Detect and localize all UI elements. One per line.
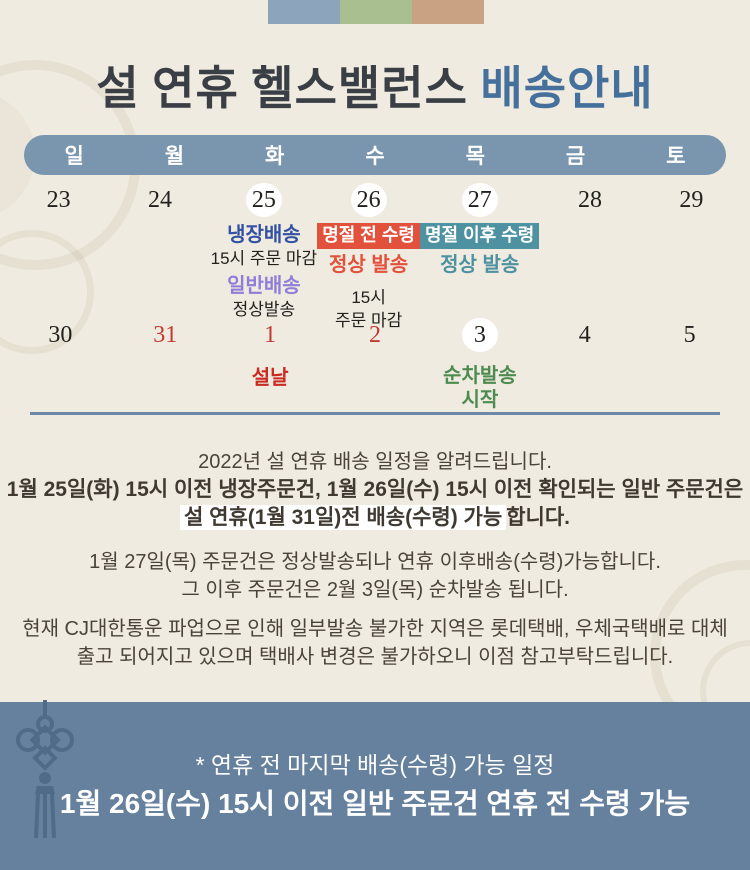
page-title: 설 연휴 헬스밸런스 배송안내	[0, 52, 750, 118]
calendar-day-26: 26 명절 전 수령 정상 발송 15시 주문 마감	[317, 183, 420, 332]
calendar-week1: 23 24 25 냉장배송 15시 주문 마감 일반배송 정상발송 26 명절 …	[8, 183, 742, 332]
info-paragraph-courier: 현재 CJ대한통운 파업으로 인해 일부발송 불가한 지역은 롯데택배, 우체국…	[0, 615, 750, 671]
info-line: 출고 되어지고 있으며 택배사 변경은 불가하오니 이점 참고부탁드립니다.	[76, 646, 674, 668]
footer-headline: 1월 26일(수) 15시 이전 일반 주문건 연휴 전 수령 가능	[59, 788, 691, 819]
weekday-mon: 월	[164, 145, 185, 168]
note-sequential-ship: 순차발송	[443, 365, 517, 387]
calendar-day-30: 30	[48, 322, 73, 348]
day-25-notes: 냉장배송 15시 주문 마감 일반배송 정상발송	[211, 223, 318, 321]
note-normal-ship: 정상 발송	[440, 254, 520, 276]
section-divider	[30, 412, 720, 415]
day-27-notes: 명절 이후 수령 정상 발송	[420, 223, 540, 278]
info-paragraph-after: 1월 27일(목) 주문건은 정상발송되나 연휴 이후배송(수령)가능합니다. …	[0, 548, 750, 604]
note-cold-delivery: 냉장배송	[227, 224, 301, 246]
calendar-day-23: 23	[46, 187, 71, 213]
calendar-day-3: 3 순차발송 시작	[427, 318, 532, 412]
info-line: 설 연휴(1월 31일)전 배송(수령) 가능 합니다.	[0, 504, 750, 532]
note-order-deadline: 15시 주문 마감	[210, 249, 318, 268]
badge-before-holiday: 명절 전 수령	[317, 223, 420, 249]
info-line: 1월 27일(목) 주문건은 정상발송되나 연휴 이후배송(수령)가능합니다.	[89, 551, 661, 573]
calendar-week2: 30 31 1 설날 2 3 순차발송 시작 4 5	[8, 318, 742, 412]
calendar-day-2: 2	[368, 322, 381, 348]
page-title-accent: 배송안내	[480, 63, 654, 114]
calendar-day-1: 1 설날	[218, 318, 323, 412]
note-sequential-start: 시작	[461, 389, 499, 411]
info-line: 2022년 설 연휴 배송 일정을 알려드립니다.	[198, 451, 552, 473]
calendar-weekday-bar: 일 월 화 수 목 금 토	[24, 135, 726, 175]
note-normal-ship: 정상발송	[232, 300, 296, 319]
note-seollal: 설날	[251, 367, 289, 389]
calendar-day-24: 24	[147, 187, 172, 213]
palette-block-tan	[412, 0, 484, 24]
info-line: 그 이후 주문건은 2월 3일(목) 순차발송 됩니다.	[181, 579, 569, 601]
highlighted-text: 설 연휴(1월 31일)전 배송(수령) 가능	[180, 505, 507, 530]
note-time: 15시	[351, 288, 386, 307]
info-line: 1월 25일(화) 15시 이전 냉장주문건, 1월 26일(수) 15시 이전…	[6, 478, 744, 501]
weekday-thu: 목	[465, 145, 485, 168]
weekday-sun: 일	[64, 145, 84, 168]
weekday-sat: 토	[666, 145, 686, 168]
palette-strip	[268, 0, 484, 24]
note-normal-ship: 정상 발송	[329, 254, 409, 276]
note-order-deadline: 주문 마감	[334, 311, 403, 330]
weekday-fri: 금	[565, 145, 586, 168]
korean-knot-tassel-icon	[16, 700, 74, 839]
footer-subtitle: * 연휴 전 마지막 배송(수령) 가능 일정	[195, 752, 555, 778]
palette-block-green	[340, 0, 412, 24]
calendar-day-4: 4	[578, 322, 591, 348]
calendar-day-5: 5	[683, 322, 696, 348]
calendar-day-28: 28	[578, 187, 603, 213]
weekday-wed: 수	[365, 145, 385, 168]
page-title-main: 설 연휴 헬스밸런스	[96, 63, 481, 114]
calendar-day-25: 25 냉장배송 15시 주문 마감 일반배송 정상발송	[211, 183, 318, 332]
calendar-day-27: 27 명절 이후 수령 정상 발송	[420, 183, 540, 332]
badge-after-holiday: 명절 이후 수령	[420, 223, 540, 249]
footer-banner: * 연휴 전 마지막 배송(수령) 가능 일정 1월 26일(수) 15시 이전…	[0, 700, 750, 870]
calendar-day-29: 29	[679, 187, 704, 213]
note-normal-delivery: 일반배송	[227, 275, 301, 297]
info-line: 현재 CJ대한통운 파업으로 인해 일부발송 불가한 지역은 롯데택배, 우체국…	[22, 618, 728, 640]
info-paragraph-main: 2022년 설 연휴 배송 일정을 알려드립니다. 1월 25일(화) 15시 …	[0, 448, 750, 532]
calendar-day-31: 31	[153, 322, 178, 348]
palette-block-blue	[268, 0, 340, 24]
weekday-tue: 화	[265, 145, 285, 168]
day-26-notes: 명절 전 수령 정상 발송 15시 주문 마감	[317, 223, 420, 332]
